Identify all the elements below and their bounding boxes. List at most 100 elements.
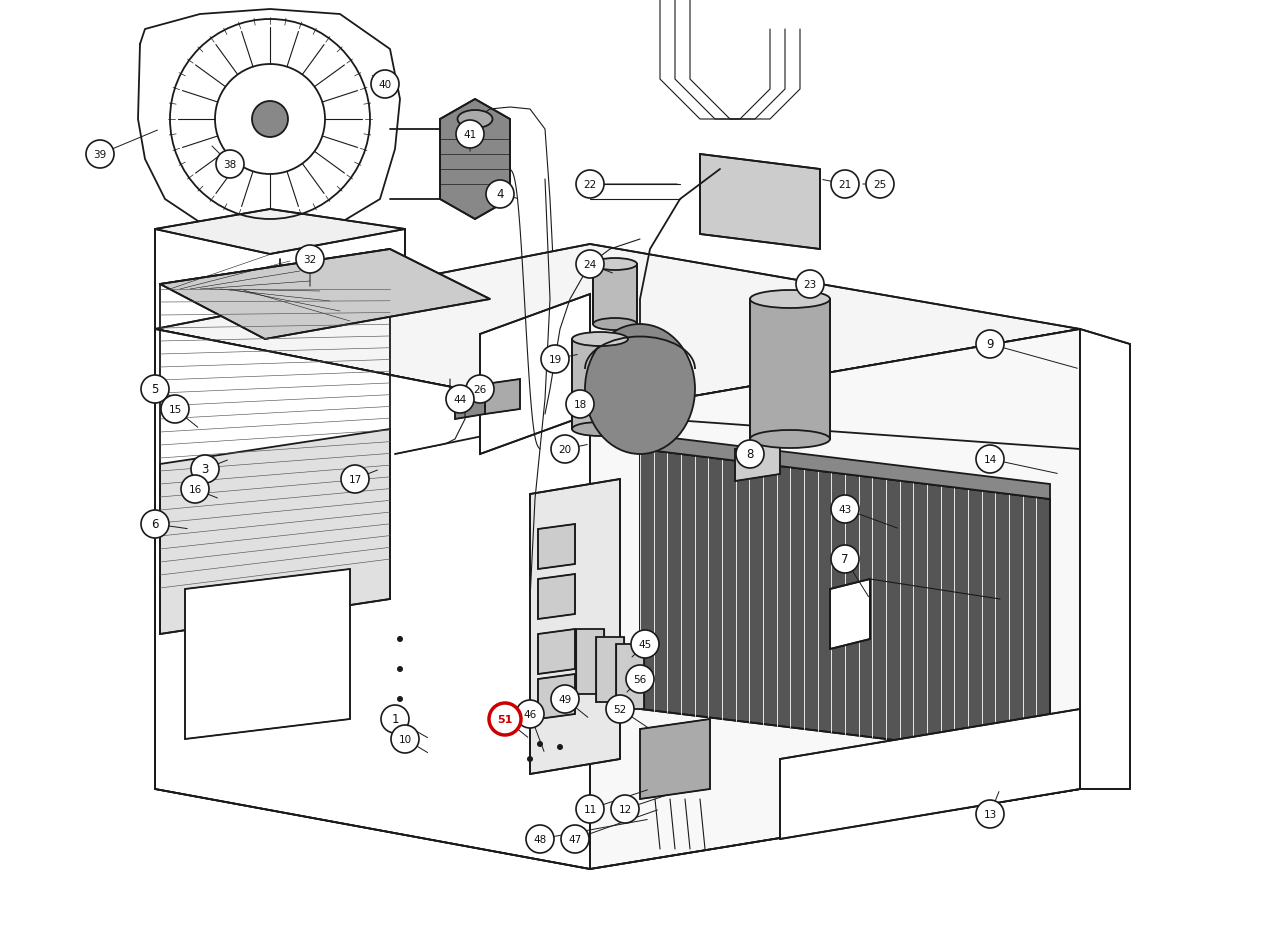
Ellipse shape: [616, 705, 644, 713]
Circle shape: [516, 700, 544, 728]
Polygon shape: [538, 674, 575, 719]
Circle shape: [631, 630, 659, 658]
Circle shape: [605, 695, 634, 724]
Circle shape: [381, 705, 410, 733]
Circle shape: [736, 441, 764, 469]
Polygon shape: [440, 100, 509, 220]
Polygon shape: [480, 295, 590, 455]
Circle shape: [390, 725, 419, 753]
Text: 20: 20: [558, 445, 572, 455]
Ellipse shape: [593, 258, 637, 271]
Text: 49: 49: [558, 695, 572, 704]
Text: 6: 6: [151, 518, 159, 531]
Text: 1: 1: [392, 712, 399, 725]
Circle shape: [526, 826, 554, 853]
Ellipse shape: [572, 422, 628, 436]
Text: 52: 52: [613, 704, 627, 714]
Polygon shape: [155, 210, 404, 255]
Ellipse shape: [593, 318, 637, 330]
Circle shape: [566, 390, 594, 418]
Polygon shape: [640, 449, 1050, 759]
Ellipse shape: [576, 625, 604, 634]
Ellipse shape: [596, 634, 625, 641]
Ellipse shape: [596, 698, 625, 707]
Text: 8: 8: [746, 448, 754, 461]
Ellipse shape: [457, 110, 493, 129]
Polygon shape: [1080, 329, 1130, 789]
Ellipse shape: [572, 332, 628, 346]
Ellipse shape: [585, 325, 695, 455]
Text: 22: 22: [584, 180, 596, 190]
Circle shape: [977, 446, 1004, 474]
Circle shape: [561, 826, 589, 853]
Text: 21: 21: [838, 180, 851, 190]
Polygon shape: [155, 329, 590, 869]
Text: 9: 9: [987, 338, 993, 351]
Polygon shape: [750, 300, 829, 440]
Text: 41: 41: [463, 130, 476, 139]
Polygon shape: [640, 719, 710, 799]
Text: 3: 3: [201, 463, 209, 476]
Text: 11: 11: [584, 804, 596, 814]
Text: 13: 13: [983, 809, 997, 819]
Circle shape: [576, 170, 604, 198]
Circle shape: [141, 375, 169, 403]
Circle shape: [557, 744, 563, 750]
Text: 12: 12: [618, 804, 631, 814]
Text: 48: 48: [534, 834, 547, 844]
Circle shape: [141, 510, 169, 538]
Ellipse shape: [735, 454, 755, 465]
Polygon shape: [538, 575, 575, 620]
Polygon shape: [160, 430, 390, 635]
Circle shape: [831, 495, 859, 523]
Circle shape: [796, 271, 824, 299]
Text: 7: 7: [841, 553, 849, 566]
Circle shape: [86, 140, 114, 168]
Circle shape: [445, 386, 474, 414]
Circle shape: [611, 796, 639, 823]
Circle shape: [626, 665, 654, 694]
Circle shape: [456, 121, 484, 149]
Circle shape: [541, 345, 570, 373]
Polygon shape: [640, 434, 1050, 500]
Text: 44: 44: [453, 395, 467, 404]
Text: 26: 26: [474, 385, 486, 395]
Text: 45: 45: [639, 639, 652, 650]
Text: 38: 38: [224, 160, 237, 169]
Circle shape: [550, 435, 579, 463]
Circle shape: [397, 636, 403, 642]
Polygon shape: [780, 709, 1080, 839]
Circle shape: [867, 170, 893, 198]
Polygon shape: [155, 229, 404, 350]
Polygon shape: [538, 629, 575, 674]
Text: 25: 25: [873, 180, 887, 190]
Polygon shape: [572, 340, 628, 430]
Text: 39: 39: [93, 150, 106, 160]
Text: 40: 40: [379, 80, 392, 90]
Polygon shape: [593, 265, 637, 325]
Circle shape: [831, 546, 859, 574]
Text: 19: 19: [548, 355, 562, 365]
Ellipse shape: [576, 690, 604, 698]
Circle shape: [397, 726, 403, 732]
Text: 10: 10: [398, 734, 412, 744]
Text: 5: 5: [151, 383, 159, 396]
Text: 4: 4: [497, 188, 504, 201]
Polygon shape: [538, 524, 575, 569]
Text: 47: 47: [568, 834, 581, 844]
Text: 18: 18: [573, 400, 586, 410]
Circle shape: [340, 465, 369, 493]
Text: 15: 15: [169, 404, 182, 415]
Circle shape: [466, 375, 494, 403]
Circle shape: [216, 151, 244, 179]
Circle shape: [576, 796, 604, 823]
Polygon shape: [829, 579, 870, 650]
Polygon shape: [735, 443, 780, 481]
Circle shape: [486, 181, 515, 209]
Text: 16: 16: [188, 485, 202, 494]
Circle shape: [489, 703, 521, 735]
Ellipse shape: [771, 463, 790, 475]
Circle shape: [550, 685, 579, 713]
Polygon shape: [160, 250, 490, 340]
Text: 56: 56: [634, 674, 646, 684]
